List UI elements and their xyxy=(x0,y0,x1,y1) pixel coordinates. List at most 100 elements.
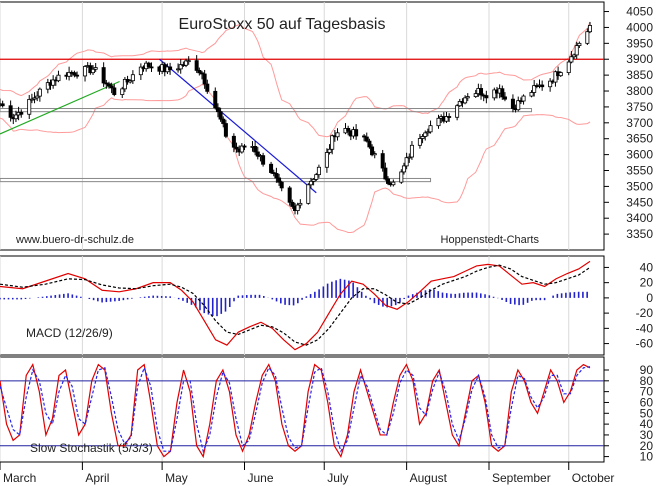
candle-body xyxy=(399,171,404,183)
candle-body xyxy=(109,85,114,89)
candle-body xyxy=(500,88,505,98)
candle-body xyxy=(255,151,260,157)
candle-body xyxy=(287,187,292,203)
candle-body xyxy=(91,68,96,74)
candle-body xyxy=(261,155,266,165)
stoch-axis-tick-label: 80 xyxy=(640,374,654,388)
candle-body xyxy=(35,95,40,99)
candle-body xyxy=(242,145,247,148)
stoch-axis-tick-label: 10 xyxy=(640,450,654,464)
candle-body xyxy=(569,56,574,63)
candle-body xyxy=(146,62,151,68)
candle-body xyxy=(463,97,468,104)
candle-body xyxy=(372,153,377,156)
price-axis-tick-label: 3450 xyxy=(626,195,653,209)
candle-body xyxy=(577,42,582,47)
stoch-axis-tick-label: 50 xyxy=(640,406,654,420)
candle-body xyxy=(269,163,274,173)
candle-body xyxy=(295,204,300,211)
price-axis-tick-label: 3600 xyxy=(626,148,653,162)
candle-body xyxy=(428,125,433,133)
candle-body xyxy=(510,98,515,109)
candle-body xyxy=(37,88,42,97)
x-axis: March April May June July August September Octo… xyxy=(0,461,615,485)
candle-body xyxy=(391,181,396,186)
candle-body xyxy=(566,61,571,74)
candle-body xyxy=(311,179,316,182)
candle-body xyxy=(532,85,537,93)
candle-body xyxy=(585,31,590,44)
candle-body xyxy=(253,146,258,153)
candle-body xyxy=(417,138,422,146)
candle-body xyxy=(120,88,125,95)
candle-body xyxy=(202,73,207,85)
candle-body xyxy=(330,135,335,150)
candle-body xyxy=(553,71,558,83)
candle-body xyxy=(178,64,183,70)
candle-body xyxy=(72,72,77,76)
candle-body xyxy=(213,90,218,109)
candle-body xyxy=(473,93,478,98)
candle-body xyxy=(447,116,452,118)
price-axis-tick-label: 3950 xyxy=(626,36,653,50)
x-tick-label: May xyxy=(165,471,188,485)
candle-body xyxy=(13,114,18,120)
macd-macd-line xyxy=(0,260,591,351)
candle-body xyxy=(314,174,319,180)
candle-body xyxy=(83,66,88,77)
candle-body xyxy=(205,83,210,92)
candle-body xyxy=(194,60,199,71)
candle-body xyxy=(383,167,388,180)
macd-axis-tick-label: -40 xyxy=(636,321,654,335)
candle-body xyxy=(516,100,521,111)
x-tick-label: March xyxy=(3,471,36,485)
stoch-axis-tick-label: 60 xyxy=(640,395,654,409)
candle-body xyxy=(184,60,189,66)
price-axis-tick-label: 3850 xyxy=(626,68,653,82)
stoch-d-line xyxy=(0,366,591,454)
candle-body xyxy=(306,184,311,204)
chart-title: EuroStoxx 50 auf Tagesbasis xyxy=(179,16,386,33)
candle-body xyxy=(45,82,50,90)
candle-body xyxy=(479,88,484,96)
candle-body xyxy=(548,80,553,88)
price-axis-tick-label: 3650 xyxy=(626,132,653,146)
candle-body xyxy=(122,78,127,90)
candle-body xyxy=(574,45,579,56)
candle-body xyxy=(239,145,244,153)
stoch-k-line xyxy=(0,363,591,459)
watermark-right: Hoppenstedt-Charts xyxy=(441,234,540,246)
candle-body xyxy=(168,66,173,71)
stoch-axis-tick-label: 20 xyxy=(640,439,654,453)
candle-body xyxy=(457,101,462,107)
candle-body xyxy=(455,105,460,118)
price-axis-tick-label: 4050 xyxy=(626,5,653,19)
candle-body xyxy=(572,54,577,58)
trendline-down xyxy=(159,58,317,194)
candle-body xyxy=(404,157,409,167)
x-tick-label: September xyxy=(492,471,551,485)
candle-body xyxy=(308,180,313,186)
candle-body xyxy=(93,67,98,70)
support-zone xyxy=(0,177,432,183)
macd-axis-tick-label: -60 xyxy=(636,337,654,351)
candle-body xyxy=(218,111,223,120)
candle-body xyxy=(8,105,13,118)
candle-body xyxy=(27,99,32,115)
candle-body xyxy=(364,136,369,142)
candle-body xyxy=(186,60,191,63)
bollinger-lower xyxy=(0,83,591,234)
candle-body xyxy=(130,74,135,82)
candle-body xyxy=(56,74,61,82)
x-tick-label: October xyxy=(572,471,615,485)
candle-body xyxy=(128,80,133,83)
candle-body xyxy=(386,178,391,184)
candle-body xyxy=(0,103,5,107)
candle-body xyxy=(298,202,303,206)
candle-body xyxy=(425,131,430,134)
stoch-axis-tick-label: 40 xyxy=(640,417,654,431)
macd-axis-tick-label: 20 xyxy=(640,276,654,290)
candle-body xyxy=(436,117,441,127)
x-tick-label: April xyxy=(85,471,109,485)
